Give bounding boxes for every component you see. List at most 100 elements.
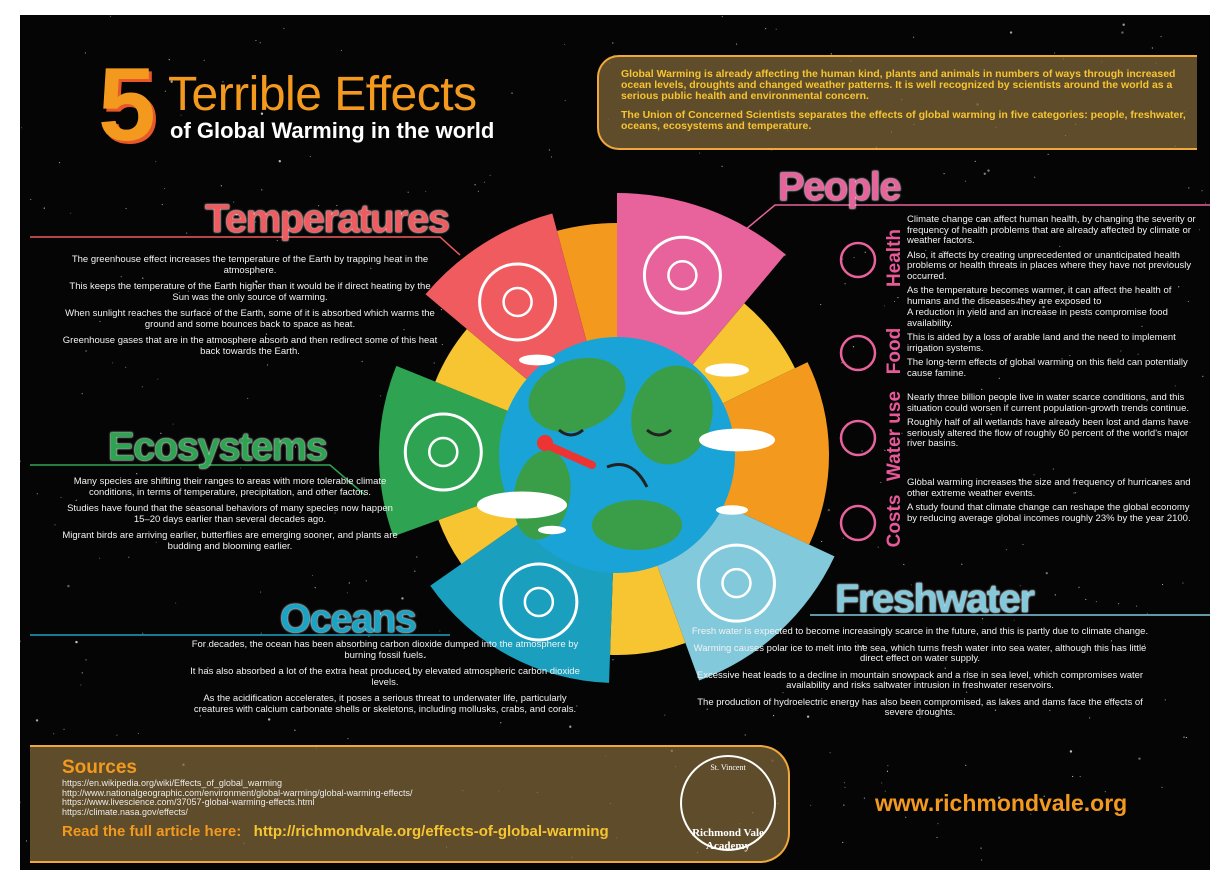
star [810, 805, 811, 806]
star [612, 42, 613, 43]
star [186, 232, 187, 233]
star [441, 309, 442, 310]
source-link[interactable]: https://climate.nasa.gov/effects/ [62, 808, 788, 818]
star [981, 859, 982, 860]
star [1121, 31, 1123, 33]
star [936, 837, 937, 838]
website[interactable]: www.richmondvale.org [875, 790, 1127, 817]
star [549, 149, 550, 150]
star [844, 787, 845, 788]
paragraph: As the temperature becomes warmer, it ca… [907, 286, 1197, 307]
paragraph: Greenhouse gases that are in the atmosph… [60, 336, 440, 357]
star [414, 571, 415, 572]
star [221, 185, 222, 186]
star [1006, 549, 1007, 550]
star [1055, 594, 1056, 595]
section-text: For decades, the ocean has been absorbin… [190, 640, 580, 721]
star [853, 257, 854, 258]
star [1096, 601, 1097, 602]
star [20, 641, 21, 642]
intro-paragraph: The Union of Concerned Scientists separa… [621, 110, 1197, 132]
star [75, 641, 77, 643]
star [82, 672, 83, 673]
star [864, 798, 865, 799]
paragraph: Excessive heat leads to a decline in mou… [690, 671, 1150, 692]
star [1072, 776, 1073, 777]
section-title: People [778, 165, 900, 210]
section-title: Oceans [280, 597, 416, 642]
star [736, 44, 737, 45]
thermometer-bulb [537, 435, 553, 451]
paragraph: Roughly half of all wetlands have alread… [907, 418, 1197, 450]
star [169, 59, 170, 60]
star [125, 367, 126, 368]
star [1118, 603, 1119, 604]
star [255, 40, 256, 41]
star [1070, 750, 1072, 752]
star [204, 60, 205, 61]
paragraph: It has also absorbed a lot of the extra … [190, 667, 580, 688]
star [722, 166, 723, 167]
paragraph: Migrant birds are arriving earlier, butt… [60, 531, 400, 552]
paragraph: Fresh water is expected to become increa… [690, 627, 1150, 638]
star [162, 204, 163, 205]
paragraph: For decades, the ocean has been absorbin… [190, 640, 580, 661]
star [37, 493, 38, 494]
paragraph: Global warming increases the size and fr… [907, 478, 1197, 499]
star [1033, 474, 1034, 475]
star [175, 603, 176, 604]
star [442, 344, 443, 345]
star [828, 509, 830, 511]
star [283, 28, 284, 29]
star [1136, 605, 1137, 606]
star [44, 208, 45, 209]
star [110, 16, 111, 17]
paragraph: The long-term effects of global warming … [907, 358, 1197, 379]
subsection-text: Global warming increases the size and fr… [907, 478, 1197, 528]
star [85, 659, 86, 660]
star [862, 450, 863, 451]
intro-paragraph: Global Warming is already affecting the … [621, 69, 1197, 102]
star [1022, 544, 1023, 545]
star [164, 188, 165, 189]
star [612, 659, 613, 660]
star [1053, 468, 1054, 469]
subsection-icon [841, 421, 875, 455]
star [484, 182, 485, 183]
star [138, 733, 139, 734]
star [36, 719, 38, 721]
paragraph: Also, it affects by creating unprecedent… [907, 251, 1197, 283]
star [20, 802, 21, 803]
star [294, 730, 295, 731]
subsection-text: A reduction in yield and an increase in … [907, 308, 1197, 383]
subsection-icon [841, 243, 875, 277]
subsection-text: Climate change can affect human health, … [907, 215, 1197, 311]
article-link[interactable]: http://richmondvale.org/effects-of-globa… [254, 823, 609, 840]
star [1175, 385, 1176, 386]
star [776, 29, 777, 30]
header-number: 5 [98, 53, 156, 157]
star [85, 52, 86, 53]
cloud [699, 429, 775, 452]
section-text: Many species are shifting their ranges t… [60, 477, 400, 558]
star [380, 395, 381, 396]
header-subtitle: of Global Warming in the world [170, 118, 494, 144]
star [887, 765, 888, 766]
star [478, 191, 479, 192]
star [261, 189, 262, 190]
star [1080, 776, 1081, 777]
cloud [538, 526, 566, 534]
subsection-icon [841, 506, 875, 540]
paragraph: Nearly three billion people live in wate… [907, 393, 1197, 414]
star [1202, 376, 1203, 377]
header-title: Terrible Effects [168, 67, 477, 122]
paragraph: Climate change can affect human health, … [907, 215, 1197, 247]
star [1201, 190, 1202, 191]
star [1152, 47, 1153, 48]
star [887, 771, 888, 772]
star [1183, 737, 1184, 738]
star [125, 208, 126, 209]
section-text: The greenhouse effect increases the temp… [60, 255, 440, 363]
star [136, 473, 137, 474]
star [1054, 52, 1055, 53]
